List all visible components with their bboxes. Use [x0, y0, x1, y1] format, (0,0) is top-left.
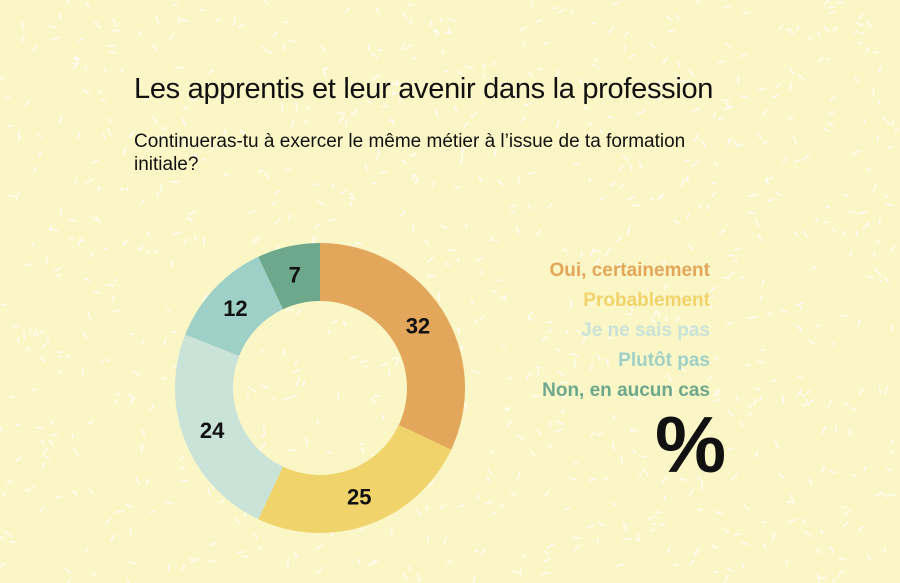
- slice-label-probablement: 25: [347, 485, 371, 510]
- slice-label-non: 7: [289, 262, 301, 287]
- legend-item-oui: Oui, certainement: [549, 260, 711, 281]
- chart-subtitle: Continueras-tu à exercer le même métier …: [134, 131, 686, 175]
- legend-item-ne-sais-pas: Je ne sais pas: [581, 320, 710, 341]
- donut-chart: 32 25 24 12 7: [175, 243, 465, 533]
- legend-item-probablement: Probablement: [583, 290, 710, 311]
- donut-slice-oui: [320, 243, 465, 450]
- slice-label-ne-sais-pas: 24: [200, 418, 225, 443]
- slice-label-plutot-pas: 12: [223, 296, 247, 321]
- legend: Oui, certainement Probablement Je ne sai…: [542, 256, 710, 406]
- chart-title: Les apprentis et leur avenir dans la pro…: [134, 73, 714, 105]
- legend-item-non: Non, en aucun cas: [542, 380, 710, 401]
- slice-label-oui: 32: [406, 313, 430, 338]
- donut-slice-probablement: [258, 425, 452, 533]
- donut-slice-ne-sais-pas: [175, 334, 283, 520]
- donut-slice-non: [258, 243, 320, 310]
- donut-slice-plutot-pas: [185, 256, 283, 356]
- legend-item-plutot-pas: Plutôt pas: [618, 350, 710, 371]
- unit-label: %: [655, 400, 727, 489]
